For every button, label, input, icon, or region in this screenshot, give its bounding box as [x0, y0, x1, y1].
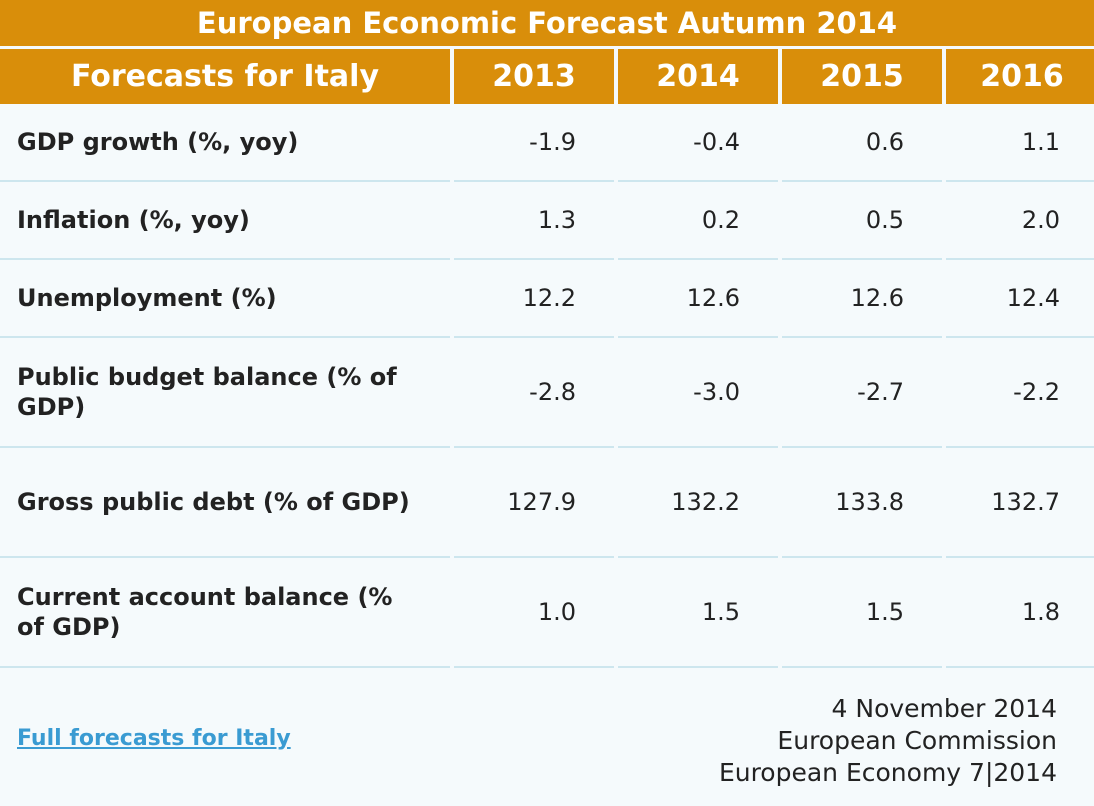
- cell-unemployment-2014: 12.6: [618, 260, 778, 338]
- row-label-unemployment: Unemployment (%): [0, 260, 450, 338]
- source-note: 4 November 2014 European Commission Euro…: [719, 693, 1057, 789]
- header-year-2013: 2013: [454, 49, 614, 104]
- publication-date: 4 November 2014: [831, 694, 1057, 723]
- publication-name: European Economy 7|2014: [718, 758, 1057, 787]
- cell-current-account-balance-2015: 1.5: [782, 558, 942, 668]
- cell-gross-public-debt-2013: 127.9: [454, 448, 614, 558]
- cell-current-account-balance-2013: 1.0: [454, 558, 614, 668]
- cell-gdp-growth-2014: -0.4: [618, 104, 778, 182]
- widget-title: European Economic Forecast Autumn 2014: [0, 0, 1094, 46]
- cell-gross-public-debt-2014: 132.2: [618, 448, 778, 558]
- cell-inflation-2014: 0.2: [618, 182, 778, 260]
- cell-public-budget-balance-2014: -3.0: [618, 338, 778, 448]
- cell-unemployment-2015: 12.6: [782, 260, 942, 338]
- cell-current-account-balance-2016: 1.8: [946, 558, 1094, 668]
- cell-current-account-balance-2014: 1.5: [618, 558, 778, 668]
- cell-inflation-2015: 0.5: [782, 182, 942, 260]
- cell-gross-public-debt-2015: 133.8: [782, 448, 942, 558]
- row-label-public-budget-balance: Public budget balance (% of GDP): [0, 338, 450, 448]
- full-forecasts-link[interactable]: Full forecasts for Italy: [17, 726, 291, 751]
- organization-name: European Commission: [777, 726, 1057, 755]
- cell-public-budget-balance-2015: -2.7: [782, 338, 942, 448]
- cell-inflation-2016: 2.0: [946, 182, 1094, 260]
- header-year-2014: 2014: [618, 49, 778, 104]
- cell-gross-public-debt-2016: 132.7: [946, 448, 1094, 558]
- cell-gdp-growth-2013: -1.9: [454, 104, 614, 182]
- cell-unemployment-2016: 12.4: [946, 260, 1094, 338]
- cell-gdp-growth-2016: 1.1: [946, 104, 1094, 182]
- cell-gdp-growth-2015: 0.6: [782, 104, 942, 182]
- row-label-gross-public-debt: Gross public debt (% of GDP): [0, 448, 450, 558]
- row-label-inflation: Inflation (%, yoy): [0, 182, 450, 260]
- row-label-current-account-balance: Current account balance (% of GDP): [0, 558, 450, 668]
- cell-public-budget-balance-2013: -2.8: [454, 338, 614, 448]
- forecast-table: Forecasts for Italy 2013 2014 2015 2016 …: [0, 49, 1094, 668]
- cell-public-budget-balance-2016: -2.2: [946, 338, 1094, 448]
- header-year-2015: 2015: [782, 49, 942, 104]
- cell-inflation-2013: 1.3: [454, 182, 614, 260]
- row-label-gdp-growth: GDP growth (%, yoy): [0, 104, 450, 182]
- cell-unemployment-2013: 12.2: [454, 260, 614, 338]
- header-year-2016: 2016: [946, 49, 1094, 104]
- header-label: Forecasts for Italy: [0, 49, 450, 104]
- widget-footer: Full forecasts for Italy 4 November 2014…: [0, 668, 1094, 806]
